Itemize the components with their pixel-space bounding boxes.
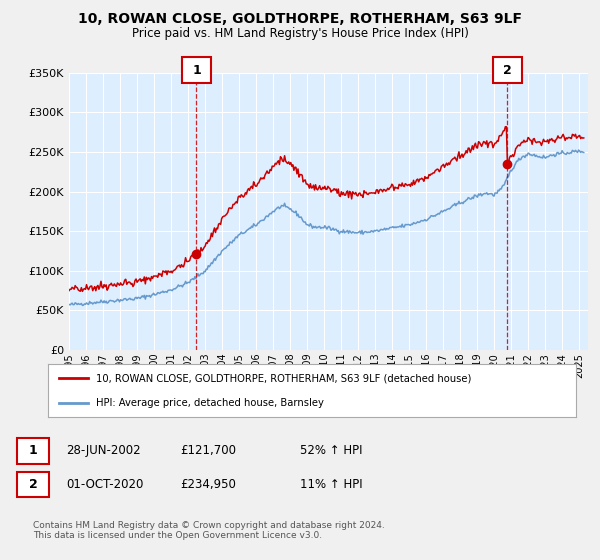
Text: £234,950: £234,950 [180,478,236,491]
Text: HPI: Average price, detached house, Barnsley: HPI: Average price, detached house, Barn… [95,398,323,408]
Text: 01-OCT-2020: 01-OCT-2020 [66,478,143,491]
Text: Price paid vs. HM Land Registry's House Price Index (HPI): Price paid vs. HM Land Registry's House … [131,27,469,40]
Text: 2: 2 [503,63,512,77]
Text: 1: 1 [192,63,201,77]
Text: 2: 2 [29,478,37,491]
Text: £121,700: £121,700 [180,444,236,458]
Text: 10, ROWAN CLOSE, GOLDTHORPE, ROTHERHAM, S63 9LF: 10, ROWAN CLOSE, GOLDTHORPE, ROTHERHAM, … [78,12,522,26]
Text: 11% ↑ HPI: 11% ↑ HPI [300,478,362,491]
Text: 1: 1 [29,444,37,458]
Text: 28-JUN-2002: 28-JUN-2002 [66,444,140,458]
Text: Contains HM Land Registry data © Crown copyright and database right 2024.
This d: Contains HM Land Registry data © Crown c… [33,521,385,540]
Text: 52% ↑ HPI: 52% ↑ HPI [300,444,362,458]
Text: 10, ROWAN CLOSE, GOLDTHORPE, ROTHERHAM, S63 9LF (detached house): 10, ROWAN CLOSE, GOLDTHORPE, ROTHERHAM, … [95,374,471,384]
